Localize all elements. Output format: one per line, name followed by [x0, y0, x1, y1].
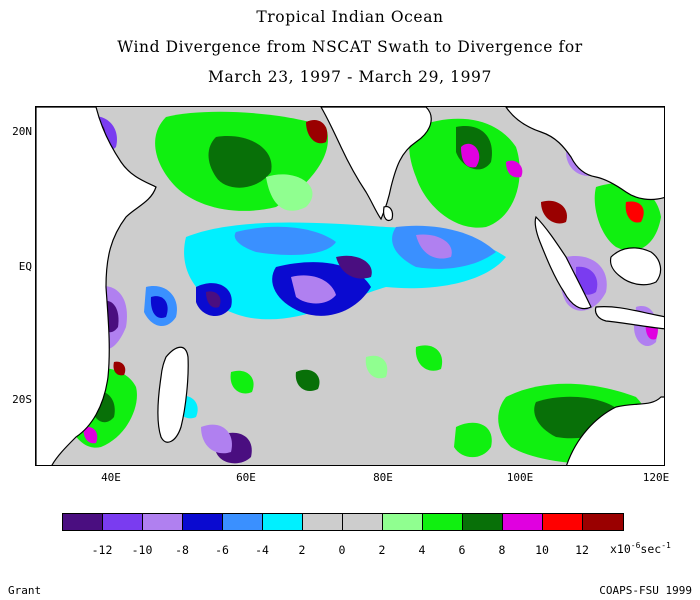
credit-author: Grant [8, 584, 42, 597]
colorbar-swatch [63, 514, 103, 530]
colorbar-tick-label: 10 [535, 543, 549, 557]
colorbar-swatch [143, 514, 183, 530]
colorbar-swatch [183, 514, 223, 530]
colorbar-tick-label: 2 [378, 543, 386, 557]
colorbar-tick-label: -10 [131, 543, 153, 557]
chart-date-range: March 23, 1997 - March 29, 1997 [208, 68, 492, 86]
lon-label-100e: 100E [506, 471, 534, 484]
colorbar-swatch [103, 514, 143, 530]
divergence-field [66, 111, 661, 464]
colorbar-tick-label: 8 [498, 543, 506, 557]
colorbar-swatch [383, 514, 423, 530]
colorbar-swatch [463, 514, 503, 530]
units-prefix: x10 [610, 541, 631, 556]
colorbar-swatch [303, 514, 343, 530]
lon-label-60e: 60E [236, 471, 256, 484]
colorbar-swatch [223, 514, 263, 530]
colorbar-swatch [503, 514, 543, 530]
colorbar-tick-label: 6 [458, 543, 466, 557]
units-mid: sec [640, 541, 662, 556]
colorbar-swatch [423, 514, 463, 530]
lon-label-40e: 40E [101, 471, 121, 484]
chart-title: Tropical Indian Ocean [256, 8, 444, 26]
lat-label-20s: 20S [12, 393, 32, 406]
colorbar [62, 513, 624, 531]
colorbar-tick-label: -8 [175, 543, 189, 557]
units-exponent-2: -1 [661, 541, 671, 550]
units-exponent: -6 [630, 541, 641, 550]
colorbar-tick-label: -12 [91, 543, 113, 557]
colorbar-units: x10-6sec-1 [610, 541, 671, 556]
colorbar-tick-label: -4 [255, 543, 269, 557]
colorbar-tick-label: 2 [298, 543, 306, 557]
lon-label-80e: 80E [373, 471, 393, 484]
colorbar-swatch [343, 514, 383, 530]
land-masses [36, 107, 664, 465]
colorbar-tick-label: 0 [338, 543, 346, 557]
colorbar-swatch [583, 514, 623, 530]
map-canvas [36, 107, 664, 465]
divergence-map [35, 106, 665, 466]
lat-label-20n: 20N [12, 125, 32, 138]
colorbar-tick-label: 4 [418, 543, 426, 557]
colorbar-swatch [543, 514, 583, 530]
lon-label-120e: 120E [642, 471, 670, 484]
lat-label-eq: EQ [18, 260, 32, 273]
colorbar-swatch [263, 514, 303, 530]
credit-organization: COAPS-FSU 1999 [599, 584, 692, 597]
colorbar-tick-label: 12 [575, 543, 589, 557]
colorbar-tick-label: -6 [215, 543, 229, 557]
chart-subtitle: Wind Divergence from NSCAT Swath to Dive… [117, 38, 583, 56]
